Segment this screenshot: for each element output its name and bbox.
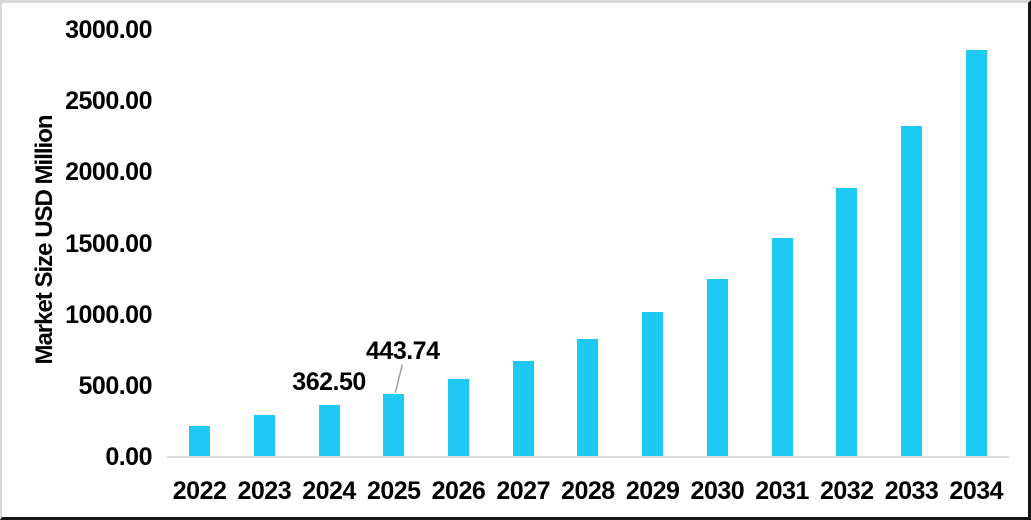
bar-2023: [253, 415, 275, 457]
y-tick-label: 2000.00: [65, 158, 152, 187]
bar-2030: [706, 279, 728, 457]
bar-2022: [189, 425, 211, 457]
bar-2031: [771, 238, 793, 457]
x-axis-line: [167, 456, 1009, 458]
bar-2024: [318, 405, 340, 457]
bar-2025: [383, 393, 405, 457]
x-tick-label-2024: 2024: [302, 477, 356, 505]
bar-2034: [965, 50, 987, 457]
bar-2026: [447, 379, 469, 457]
y-tick-label: 1000.00: [65, 300, 152, 329]
bar-2029: [642, 312, 664, 457]
x-tick-label-2027: 2027: [496, 477, 550, 505]
x-tick-label-2023: 2023: [237, 477, 292, 505]
y-tick-label: 2500.00: [65, 87, 152, 116]
x-tick-label-2029: 2029: [625, 477, 680, 505]
x-tick-label-2030: 2030: [690, 477, 745, 505]
x-tick-label-2034: 2034: [949, 477, 1004, 505]
x-tick-label-2026: 2026: [431, 477, 486, 505]
bar-2027: [512, 361, 534, 457]
x-tick-label-2022: 2022: [172, 477, 227, 505]
bar-2028: [577, 339, 599, 457]
leader-line: [394, 364, 404, 394]
data-label-2024: 362.50: [292, 368, 366, 397]
x-tick-label-2032: 2032: [819, 477, 874, 505]
y-tick-label: 3000.00: [65, 16, 152, 45]
bar-2032: [836, 188, 858, 457]
y-tick-label: 500.00: [78, 371, 153, 400]
y-tick-label: 0.00: [105, 443, 152, 471]
x-tick-label-2031: 2031: [755, 477, 809, 505]
x-tick-label-2028: 2028: [561, 477, 615, 505]
data-label-2025: 443.74: [366, 336, 440, 365]
x-tick-label-2025: 2025: [366, 477, 421, 505]
x-tick-label-2033: 2033: [884, 477, 939, 505]
bar-2033: [901, 126, 923, 457]
y-tick-label: 1500.00: [65, 229, 152, 258]
